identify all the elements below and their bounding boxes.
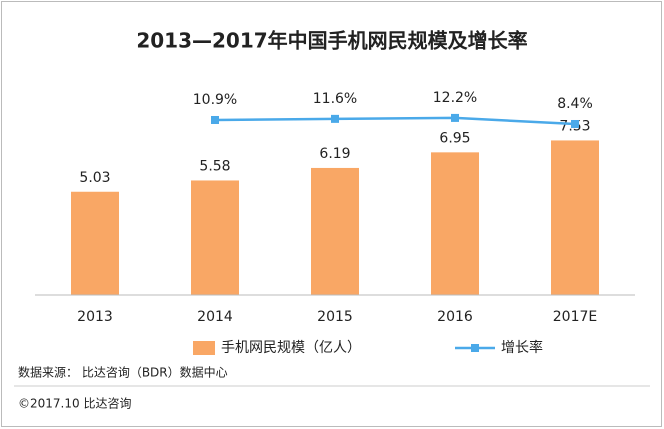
line-label: 11.6% xyxy=(313,91,357,107)
bar xyxy=(71,191,119,295)
line-label: 10.9% xyxy=(193,92,237,108)
line-label: 8.4% xyxy=(557,96,593,112)
copyright: ©2017.10 比达咨询 xyxy=(18,396,131,411)
line-marker xyxy=(211,115,219,124)
legend-swatch xyxy=(193,341,215,355)
x-tick-label: 2014 xyxy=(197,309,233,325)
legend-marker xyxy=(471,344,479,352)
line-label: 12.2% xyxy=(433,90,477,106)
line-marker xyxy=(331,114,339,123)
bar xyxy=(551,140,599,295)
chart-title: 2013—2017年中国手机网民规模及增长率 xyxy=(136,29,527,53)
bar-label: 5.58 xyxy=(199,158,230,174)
x-tick-label: 2015 xyxy=(317,309,353,325)
x-tick-label: 2016 xyxy=(437,309,473,325)
line-marker xyxy=(451,113,459,122)
bar xyxy=(431,152,479,295)
legend-label: 手机网民规模（亿人） xyxy=(221,340,361,356)
x-tick-label: 2013 xyxy=(77,309,113,325)
bar-label: 6.19 xyxy=(319,146,350,162)
legend-label: 增长率 xyxy=(501,339,543,356)
bar-label: 5.03 xyxy=(79,170,110,186)
x-tick-label: 2017E xyxy=(553,309,597,325)
source: 数据来源： 比达咨询（BDR）数据中心 xyxy=(18,365,228,380)
bar xyxy=(191,180,239,295)
line xyxy=(214,116,576,126)
line-marker xyxy=(571,119,579,128)
bar xyxy=(311,167,359,295)
bar-label: 6.95 xyxy=(439,130,470,146)
